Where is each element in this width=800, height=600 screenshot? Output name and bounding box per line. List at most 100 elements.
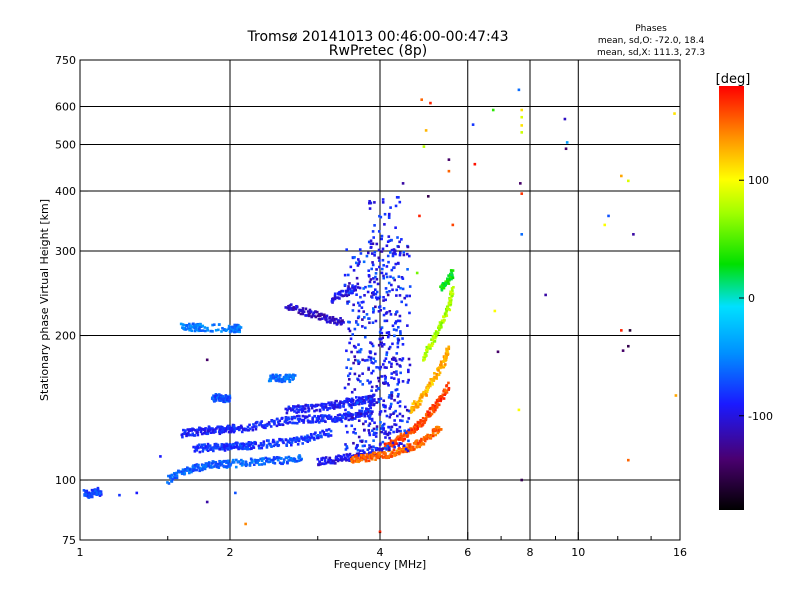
data-point [386,455,390,459]
data-point [356,282,360,286]
data-point [233,445,236,449]
data-point [354,431,357,435]
data-point [380,450,384,454]
data-point [405,252,409,256]
y-tick-label: 400 [55,185,76,198]
data-point [211,330,214,333]
data-point [447,169,451,173]
data-point [380,345,384,348]
data-point [318,318,322,321]
data-point [306,419,310,422]
data-point [416,425,420,428]
data-point [400,276,404,279]
data-point [273,443,277,447]
data-point [394,252,397,256]
data-point [368,317,371,320]
data-point [399,286,402,290]
data-point [372,310,375,314]
data-point [232,461,236,464]
data-point [405,294,409,298]
data-point [356,399,360,402]
data-point [392,412,395,415]
data-point [246,425,250,429]
data-point [379,397,383,401]
data-point [94,489,97,492]
data-point [372,236,376,239]
data-point [347,327,351,331]
data-point [368,399,372,403]
data-point [401,287,405,291]
data-point [357,459,361,463]
data-point [392,356,395,360]
data-point [235,444,239,448]
data-point [318,314,322,318]
data-point [372,361,375,365]
data-point [293,410,296,413]
data-point [173,476,177,480]
data-point [367,269,371,272]
data-point [371,410,374,413]
data-point [273,421,276,425]
data-point [433,404,437,407]
data-point [378,443,382,446]
data-point [382,427,386,430]
data-point [376,387,380,391]
data-point [424,392,428,395]
data-point [357,378,360,382]
data-point [413,427,417,430]
colorbar-tick-label: 0 [748,292,755,305]
data-point [373,352,377,356]
data-point [274,376,277,380]
data-point [256,461,259,465]
data-point [519,182,522,185]
data-point [447,345,451,349]
data-point [212,449,215,453]
data-point [296,417,300,421]
data-point [372,445,375,449]
data-point [396,261,400,265]
data-point [310,315,314,318]
data-point [188,322,191,326]
data-point [175,471,179,475]
data-point [390,397,393,400]
data-point [344,443,347,446]
data-point [448,308,452,312]
data-point [313,438,316,441]
data-point [372,431,376,435]
data-point [229,430,233,433]
data-point [339,317,342,320]
data-point [200,443,204,447]
data-point [371,307,375,310]
data-point [399,330,402,333]
data-point [241,460,245,463]
data-point [370,267,373,271]
data-point [406,381,410,384]
data-point [413,401,416,405]
data-point [361,406,364,410]
data-point [357,309,361,313]
data-point [398,294,402,297]
data-point [443,284,446,288]
data-point [374,305,377,309]
data-point [361,358,364,362]
data-point [436,332,439,336]
data-point [432,406,436,410]
data-point [373,224,376,227]
data-point [347,418,351,422]
data-point [403,296,407,300]
data-point [447,278,450,282]
data-point [388,394,391,397]
data-point [336,319,340,322]
data-point [196,431,199,434]
data-point [202,432,206,435]
data-point [403,437,407,441]
data-point [400,435,403,439]
data-point [197,446,200,450]
data-point [228,465,231,469]
data-point [314,431,317,435]
data-point [404,450,407,453]
data-point [220,428,223,431]
data-point [363,294,366,297]
data-point [359,399,362,403]
data-point [493,309,497,313]
